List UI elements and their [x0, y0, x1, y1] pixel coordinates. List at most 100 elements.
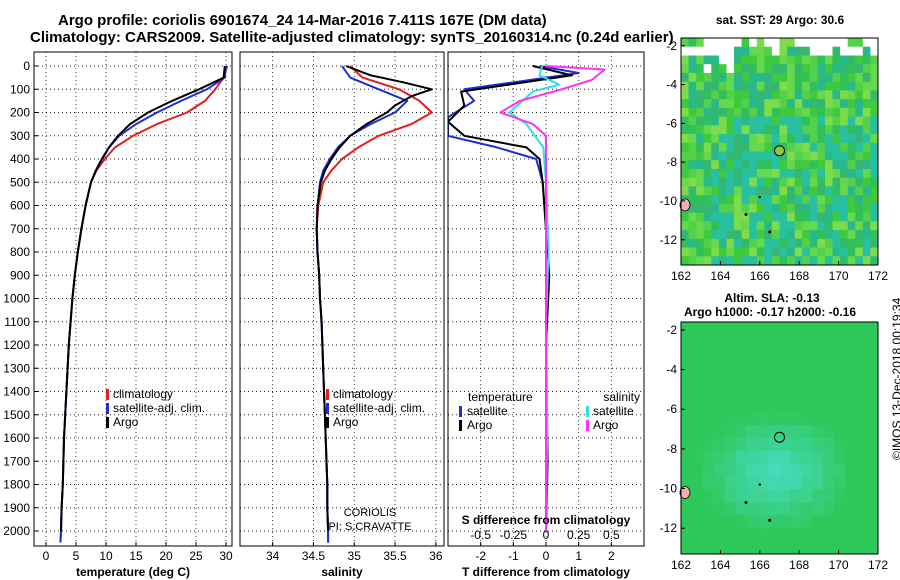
map-cell — [787, 116, 796, 126]
map-cell — [870, 81, 879, 91]
map-cell — [834, 541, 846, 555]
map-cell — [741, 169, 750, 179]
map-cell — [812, 360, 824, 375]
map-cell — [802, 230, 811, 240]
map-cell — [696, 238, 705, 248]
map-cell — [847, 38, 856, 48]
map-cell — [688, 177, 697, 187]
map-cell — [801, 347, 813, 362]
top-axis-tick-label: 0.25 — [567, 528, 591, 542]
map-cell — [834, 476, 846, 491]
y-tick-label: 200 — [10, 106, 30, 120]
map-cell — [862, 256, 871, 266]
map-cell — [825, 107, 834, 117]
map-cell — [724, 412, 737, 426]
map-cell — [681, 463, 693, 478]
map-cell — [741, 177, 750, 187]
map-cell — [764, 64, 773, 74]
map-cell — [817, 107, 826, 117]
map-cell — [764, 90, 773, 100]
map-x-tick-label: 170 — [829, 269, 849, 283]
map-cell — [756, 195, 765, 205]
map-cell — [825, 55, 834, 65]
map-cell — [746, 463, 759, 478]
map-cell — [741, 186, 750, 196]
map-cell — [825, 195, 834, 205]
x-tick-label: 34 — [266, 549, 280, 563]
map-cell — [855, 125, 864, 135]
map-cell — [681, 107, 690, 117]
map-cell — [855, 238, 864, 248]
map-cell — [681, 151, 690, 161]
map-cell — [867, 489, 879, 503]
map-cell — [771, 72, 780, 83]
map-cell — [794, 38, 803, 48]
map-cell — [779, 386, 791, 400]
map-cell — [681, 99, 690, 109]
map-cell — [812, 334, 824, 349]
map-cell — [741, 195, 750, 205]
map-cell — [787, 160, 796, 170]
map-cell — [735, 515, 748, 529]
map-cell — [702, 373, 715, 387]
map-cell — [696, 256, 705, 266]
map-cell — [726, 186, 735, 196]
map-cell — [870, 238, 879, 248]
map-cell — [840, 195, 849, 205]
map-cell — [702, 489, 715, 503]
map-cell — [787, 221, 796, 231]
map-cell — [855, 256, 864, 266]
argo-position-marker — [774, 145, 785, 157]
legend-swatch — [326, 417, 329, 428]
map-cell — [779, 90, 788, 100]
map-x-tick-label: 170 — [829, 558, 849, 572]
map-cell — [823, 489, 835, 503]
map-cell — [779, 186, 788, 196]
map-cell — [812, 528, 824, 542]
map-cell — [790, 322, 802, 336]
map-cell — [817, 160, 826, 170]
map-cell — [726, 230, 735, 240]
map-cell — [771, 169, 780, 179]
map-cell — [718, 99, 727, 109]
map-cell — [702, 322, 715, 336]
map-cell — [870, 203, 879, 214]
map-cell — [825, 203, 834, 214]
map-cell — [746, 528, 759, 542]
legend-swatch — [326, 389, 329, 400]
map-cell — [870, 107, 879, 117]
map-cell — [768, 425, 780, 439]
map-cell — [734, 134, 743, 144]
map-cell — [779, 515, 791, 529]
map-y-tick-label: -10 — [660, 194, 678, 208]
map-cell — [870, 169, 879, 179]
map-cell — [834, 399, 846, 413]
map-cell — [847, 169, 856, 179]
map-cell — [741, 238, 750, 248]
map-cell — [855, 38, 864, 48]
map-cell — [696, 203, 705, 214]
map-cell — [823, 399, 835, 413]
map-cell — [703, 160, 712, 170]
map-cell — [845, 373, 857, 387]
map-cell — [691, 463, 704, 478]
map-cell — [749, 221, 758, 231]
map-cell — [741, 81, 750, 91]
map-cell — [817, 38, 826, 48]
map-cell — [825, 230, 834, 240]
map-cell — [746, 347, 759, 362]
map-cell — [845, 347, 857, 362]
map-cell — [817, 72, 826, 83]
map-cell — [855, 46, 864, 56]
map-cell — [703, 72, 712, 83]
map-cell — [696, 90, 705, 100]
map-cell — [812, 541, 824, 555]
map-cell — [794, 90, 803, 100]
y-tick-label: 800 — [10, 245, 30, 259]
map-cell — [787, 64, 796, 74]
map-cell — [847, 221, 856, 231]
island-shape — [744, 213, 748, 217]
map-cell — [823, 412, 835, 426]
legend-label: climatology — [333, 387, 393, 401]
map-cell — [726, 169, 735, 179]
